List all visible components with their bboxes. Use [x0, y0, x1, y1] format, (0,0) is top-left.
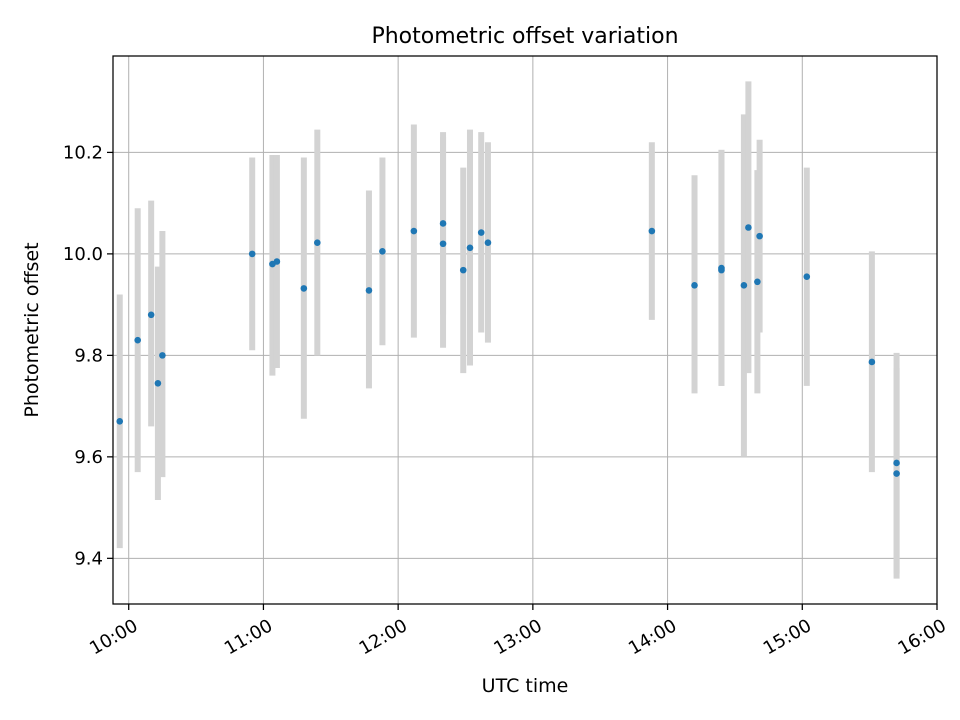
- data-point: [134, 336, 141, 344]
- plot-area-frame: [112, 55, 938, 605]
- x-axis-label: UTC time: [482, 675, 569, 697]
- y-axis-label: Photometric offset: [21, 242, 43, 417]
- data-point: [803, 273, 811, 281]
- data-point: [754, 278, 761, 286]
- data-point: [379, 248, 386, 255]
- data-point: [484, 239, 492, 247]
- data-point: [273, 258, 281, 265]
- data-point: [477, 229, 485, 236]
- data-point: [439, 240, 447, 248]
- y-tick-label: 9.8: [74, 345, 103, 366]
- data-point: [466, 244, 474, 252]
- data-point: [147, 311, 155, 319]
- data-points: [116, 220, 900, 477]
- data-point: [868, 358, 876, 366]
- data-point: [410, 227, 418, 235]
- data-point: [300, 285, 308, 292]
- data-point: [248, 250, 256, 258]
- data-point: [740, 282, 748, 289]
- data-point: [116, 418, 124, 425]
- y-tick-label: 9.4: [74, 548, 103, 569]
- data-point: [154, 379, 162, 387]
- data-point: [893, 459, 900, 467]
- data-point: [459, 266, 467, 274]
- data-point: [439, 220, 447, 227]
- data-point: [893, 470, 900, 477]
- y-tick-label: 10.0: [63, 244, 103, 265]
- y-tick-label: 10.2: [63, 142, 103, 163]
- data-point: [159, 352, 166, 359]
- y-axis-ticks: 9.4 9.6 9.8 10.0 10.2: [63, 142, 113, 569]
- data-point: [365, 287, 373, 294]
- chart-title: Photometric offset variation: [371, 24, 678, 49]
- data-point: [648, 227, 656, 235]
- data-point: [314, 239, 321, 247]
- data-point: [745, 224, 752, 231]
- data-point: [718, 264, 725, 272]
- data-point: [756, 232, 763, 240]
- y-tick-label: 9.6: [74, 447, 103, 468]
- data-point: [691, 282, 698, 289]
